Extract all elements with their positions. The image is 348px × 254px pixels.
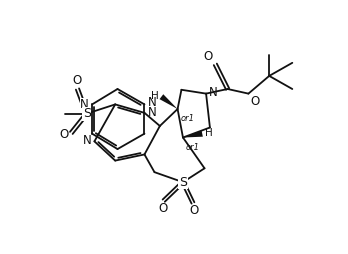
Polygon shape bbox=[183, 131, 203, 137]
Polygon shape bbox=[159, 94, 177, 109]
Text: O: O bbox=[158, 202, 168, 215]
Text: O: O bbox=[72, 74, 81, 87]
Text: O: O bbox=[250, 95, 259, 108]
Text: H: H bbox=[151, 91, 158, 101]
Text: S: S bbox=[83, 107, 91, 120]
Text: S: S bbox=[179, 176, 187, 189]
Text: or1: or1 bbox=[181, 114, 195, 123]
Text: or1: or1 bbox=[186, 143, 200, 152]
Text: N: N bbox=[80, 98, 89, 111]
Text: N: N bbox=[148, 96, 156, 109]
Text: H: H bbox=[205, 128, 213, 138]
Text: O: O bbox=[60, 128, 69, 141]
Text: N: N bbox=[82, 134, 91, 147]
Text: O: O bbox=[189, 204, 198, 217]
Text: O: O bbox=[204, 50, 213, 63]
Text: N: N bbox=[209, 86, 218, 99]
Text: N: N bbox=[148, 106, 156, 119]
